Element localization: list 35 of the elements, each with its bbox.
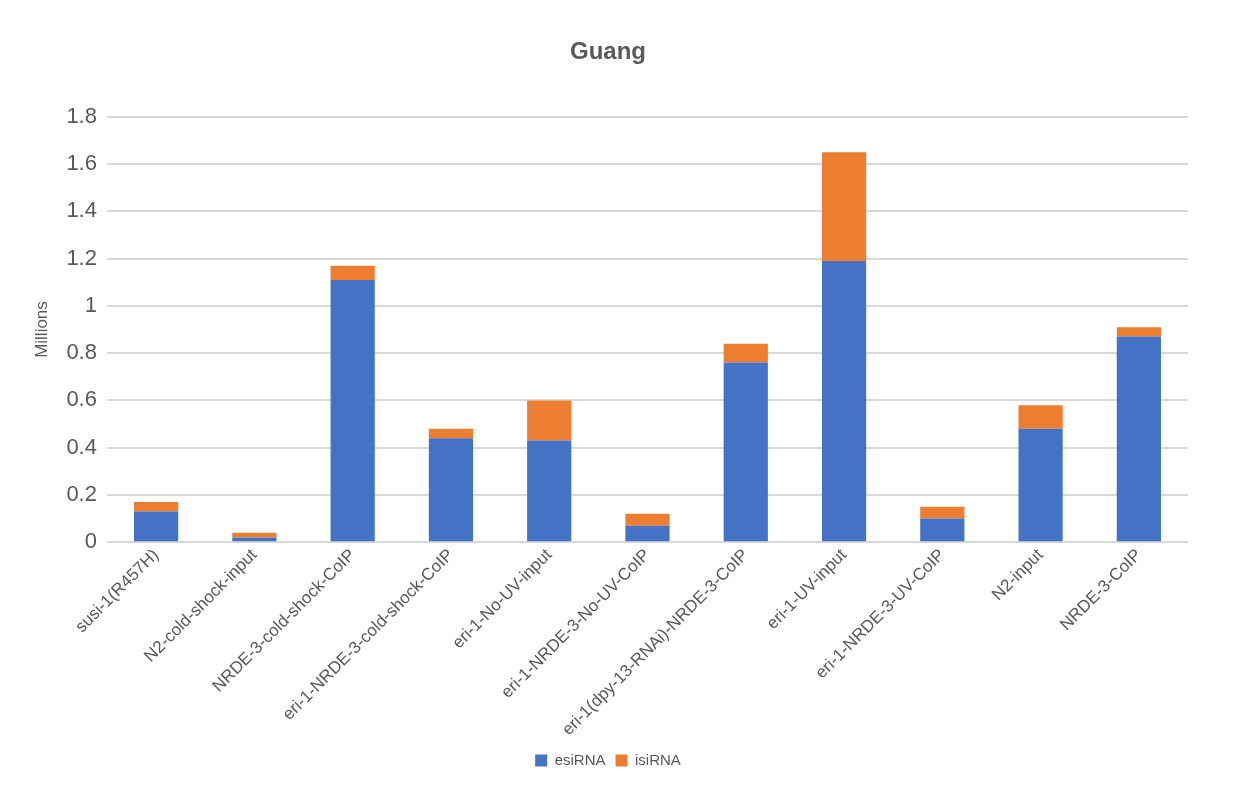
- bar: [723, 362, 768, 542]
- bar: [330, 279, 375, 542]
- bar: [330, 265, 375, 280]
- y-tick-label: 0: [84, 528, 97, 554]
- y-tick-label: 1.8: [66, 102, 97, 128]
- bar: [723, 343, 768, 363]
- legend-label: esiRNA: [554, 750, 606, 768]
- bar: [625, 525, 670, 542]
- bar: [821, 152, 867, 261]
- bar: [527, 400, 572, 441]
- bar: [920, 518, 965, 542]
- bar: [428, 438, 474, 542]
- y-tick-label: 1.2: [66, 244, 97, 270]
- y-tick-label: 0.8: [66, 339, 97, 365]
- y-tick-label: 1.4: [66, 197, 97, 223]
- bar: [134, 511, 179, 542]
- bar: [134, 502, 179, 512]
- y-tick-label: 0.2: [66, 481, 97, 507]
- bar: [1018, 405, 1063, 429]
- bar: [1116, 327, 1161, 337]
- y-tick-label: 0.4: [66, 433, 97, 459]
- legend-label: isiRNA: [635, 750, 681, 768]
- bar: [1116, 336, 1161, 542]
- y-tick-label: 1: [84, 291, 97, 317]
- bar: [1018, 428, 1063, 542]
- y-tick-label: 1.6: [66, 150, 97, 176]
- bar: [232, 532, 277, 538]
- bar: [527, 440, 572, 542]
- bar: [428, 428, 474, 439]
- bar: [920, 506, 965, 519]
- chart-title: Guang: [570, 37, 646, 65]
- bar: [821, 260, 867, 542]
- bar: [625, 513, 670, 526]
- y-axis-title: Millions: [31, 301, 51, 358]
- y-tick-label: 0.6: [66, 386, 97, 412]
